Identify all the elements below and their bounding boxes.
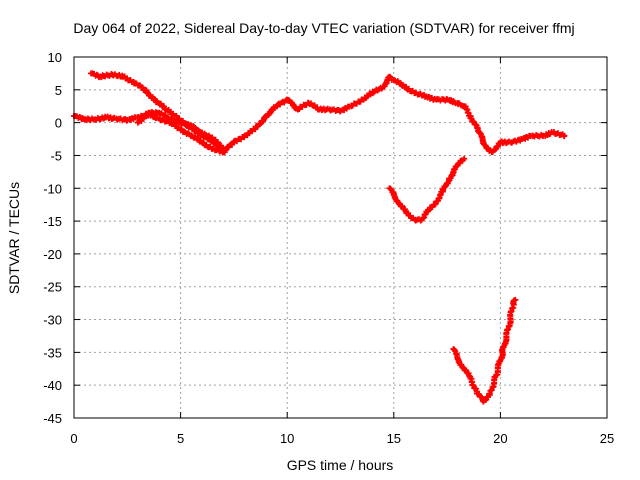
trace-markers bbox=[483, 143, 494, 155]
chart-title: Day 064 of 2022, Sidereal Day-to-day VTE… bbox=[73, 20, 574, 36]
y-tick-label: 10 bbox=[48, 50, 62, 65]
grid bbox=[74, 57, 607, 418]
x-tick-label: 0 bbox=[70, 431, 77, 446]
y-tick-label: 0 bbox=[55, 116, 62, 131]
y-tick-label: -25 bbox=[43, 280, 62, 295]
trace-markers bbox=[468, 375, 480, 395]
trace-markers bbox=[360, 90, 374, 103]
data-point bbox=[218, 142, 225, 149]
x-axis: 0 5 10 15 20 25 bbox=[70, 57, 614, 446]
y-tick-label: -35 bbox=[43, 345, 62, 360]
trace-markers bbox=[168, 120, 182, 132]
x-tick-label: 15 bbox=[387, 431, 401, 446]
trace-markers bbox=[467, 115, 482, 135]
trace-markers bbox=[104, 113, 118, 122]
series-3 bbox=[386, 155, 468, 224]
series-4 bbox=[450, 296, 519, 405]
trace-markers bbox=[285, 96, 300, 112]
data-point bbox=[220, 145, 227, 152]
y-tick-label: -10 bbox=[43, 181, 62, 196]
x-tick-label: 10 bbox=[280, 431, 294, 446]
data-point bbox=[461, 155, 468, 162]
y-tick-label: -40 bbox=[43, 378, 62, 393]
plot-frame bbox=[73, 56, 608, 419]
trace-markers bbox=[405, 210, 417, 222]
x-tick-label: 20 bbox=[493, 431, 507, 446]
trace-markers bbox=[489, 140, 503, 155]
trace-markers bbox=[482, 393, 492, 404]
y-tick-label: -20 bbox=[43, 247, 62, 262]
y-tick-label: -45 bbox=[43, 411, 62, 426]
y-axis-label: SDTVAR / TECUs bbox=[6, 182, 22, 294]
y-tick-label: -5 bbox=[50, 148, 62, 163]
data-point bbox=[561, 132, 568, 139]
trace-markers bbox=[455, 157, 466, 167]
y-axis: 10 5 0 -5 -10 -15 -20 -25 -30 -35 -40 -45 bbox=[43, 50, 607, 426]
trace-markers bbox=[510, 297, 517, 305]
trace-markers bbox=[499, 323, 512, 354]
trace-markers bbox=[486, 373, 498, 397]
trace-markers bbox=[447, 162, 460, 182]
trace-markers bbox=[264, 104, 278, 119]
x-tick-label: 25 bbox=[600, 431, 614, 446]
x-axis-label: GPS time / hours bbox=[287, 457, 394, 473]
trace-markers bbox=[143, 87, 158, 102]
data-point bbox=[512, 296, 519, 303]
series-2 bbox=[134, 108, 225, 149]
trace-markers bbox=[477, 130, 488, 148]
y-tick-label: -30 bbox=[43, 313, 62, 328]
data-points bbox=[71, 70, 568, 405]
y-tick-label: 5 bbox=[55, 83, 62, 98]
trace-markers bbox=[252, 114, 268, 132]
trace-markers bbox=[387, 74, 395, 84]
trace-markers bbox=[152, 97, 169, 113]
trace-markers bbox=[131, 80, 147, 94]
x-tick-label: 5 bbox=[177, 431, 184, 446]
y-tick-label: -15 bbox=[43, 214, 62, 229]
